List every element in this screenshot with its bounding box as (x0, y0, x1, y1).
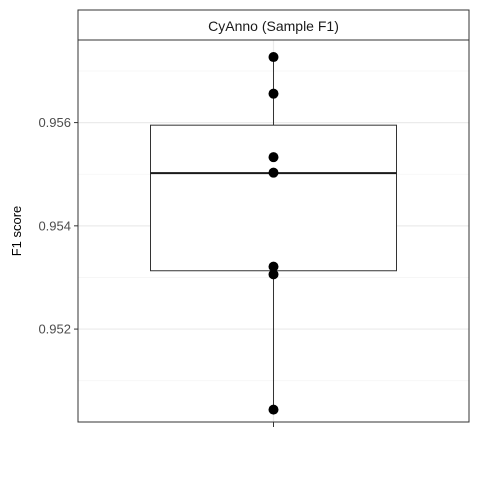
y-axis-title: F1 score (9, 206, 24, 257)
y-tick-label: 0.954 (38, 218, 71, 233)
data-point (268, 152, 279, 163)
y-axis: 0.952 0.954 0.956 (38, 115, 78, 337)
facet-label: CyAnno (Sample F1) (208, 18, 339, 34)
data-point (268, 261, 279, 272)
data-point (268, 404, 279, 415)
boxplot (150, 57, 397, 410)
data-point (268, 167, 279, 178)
y-tick-label: 0.956 (38, 115, 71, 130)
y-tick-label: 0.952 (38, 322, 71, 337)
facet-strip (77, 9, 470, 41)
box-iqr (150, 124, 397, 272)
data-point (268, 52, 279, 63)
data-points (268, 52, 279, 415)
data-point (268, 269, 279, 280)
data-point (268, 88, 279, 99)
